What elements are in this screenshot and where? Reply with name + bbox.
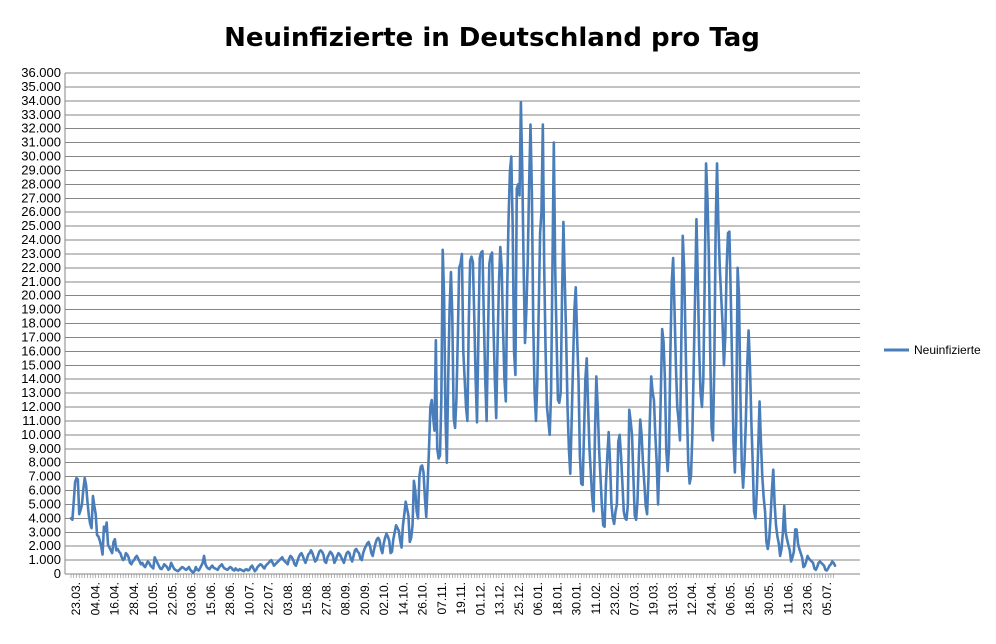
x-tick-label: 15.08. [300,582,314,615]
y-tick-label: 16.000 [21,343,61,358]
x-tick-label: 22.05. [165,582,179,615]
y-tick-label: 36.000 [21,65,61,80]
y-tick-label: 20.000 [21,288,61,303]
x-tick-label: 03.08. [281,582,295,615]
x-tick-label: 20.09. [358,582,372,615]
x-tick-label: 13.12. [493,582,507,615]
x-tick-label: 28.04. [127,582,141,615]
y-tick-label: 17.000 [21,329,61,344]
y-tick-label: 8.000 [28,455,61,470]
y-tick-label: 19.000 [21,302,61,317]
x-axis: 23.03. 04.04. 16.04. 28.04. 10.05. 22.05. 03.0… [65,573,860,615]
x-tick-label: 30.01. [570,582,584,615]
y-tick-label: 28.000 [21,176,61,191]
y-tick-label: 6.000 [28,483,61,498]
y-tick-label: 34.000 [21,93,61,108]
x-tick-label: 07.03. [627,582,641,615]
x-tick-label: 11.02. [589,582,603,614]
x-tick-label: 18.05. [743,582,757,615]
x-tick-label: 03.06. [185,582,199,615]
series-line-neuinfizierte [69,100,837,574]
y-tick-label: 9.000 [28,441,61,456]
x-tick-label: 22.07. [262,582,276,615]
x-tick-label: 06.01. [531,582,545,615]
x-tick-label: 10.07. [242,582,256,615]
x-tick-label: 18.01. [550,582,564,615]
y-tick-label: 22.000 [21,260,61,275]
y-tick-label: 3.000 [28,524,61,539]
series-layer [69,100,837,574]
y-tick-label: 26.000 [21,204,61,219]
y-tick-label: 4.000 [28,510,61,525]
y-tick-label: 2.000 [28,538,61,553]
y-tick-label: 13.000 [21,385,61,400]
x-tick-label: 16.04. [108,582,122,615]
legend: Neuinfizierte [884,343,981,357]
y-tick-label: 24.000 [21,232,61,247]
x-tick-label: 25.12. [512,582,526,615]
x-tick-label: 19.03. [647,582,661,615]
y-tick-label: 31.000 [21,135,61,150]
x-tick-label: 08.09. [339,582,353,615]
y-tick-label: 14.000 [21,371,61,386]
x-tick-label: 07.11. [435,582,449,614]
y-tick-label: 21.000 [21,274,61,289]
y-tick-label: 5.000 [28,496,61,511]
x-tick-label: 28.06. [223,582,237,615]
y-tick-label: 25.000 [21,218,61,233]
x-tick-label: 15.06. [204,582,218,615]
x-tick-label: 01.12. [473,582,487,615]
x-tick-label: 23.03. [69,582,83,615]
x-tick-label: 06.05. [724,582,738,615]
y-tick-label: 23.000 [21,246,61,261]
x-tick-label: 12.04. [685,582,699,615]
y-tick-label: 11.000 [22,413,61,428]
x-tick-label: 23.02. [608,582,622,615]
y-tick-label: 15.000 [21,357,61,372]
y-tick-label: 1.000 [28,552,61,567]
y-tick-label: 27.000 [21,190,61,205]
y-tick-label: 0 [54,566,61,581]
x-tick-label: 23.06. [801,582,815,615]
y-tick-label: 33.000 [21,107,61,122]
y-tick-label: 29.000 [21,162,61,177]
x-tick-label: 30.05. [762,582,776,615]
x-tick-label: 19.11. [454,582,468,614]
y-tick-label: 7.000 [28,469,61,484]
y-tick-label: 30.000 [21,149,61,164]
y-tick-label: 10.000 [21,427,61,442]
x-tick-label: 24.04. [704,582,718,615]
x-tick-label: 05.07. [820,582,834,615]
x-tick-label: 04.04. [88,582,102,615]
y-axis: 01.0002.0003.0004.0005.0006.0007.0008.00… [21,65,66,581]
x-tick-label: 31.03. [666,582,680,615]
x-tick-label: 27.08. [319,582,333,615]
x-tick-label: 14.10. [396,582,410,615]
y-tick-label: 35.000 [21,79,61,94]
x-tick-label: 26.10. [416,582,430,615]
legend-label: Neuinfizierte [914,343,981,357]
x-tick-label: 11.06. [781,582,795,614]
chart-title: Neuinfizierte in Deutschland pro Tag [224,23,760,53]
x-tick-label: 10.05. [146,582,160,615]
x-tick-label: 02.10. [377,582,391,615]
y-tick-label: 18.000 [21,316,61,331]
y-tick-label: 12.000 [21,399,61,414]
y-tick-label: 32.000 [21,121,61,136]
